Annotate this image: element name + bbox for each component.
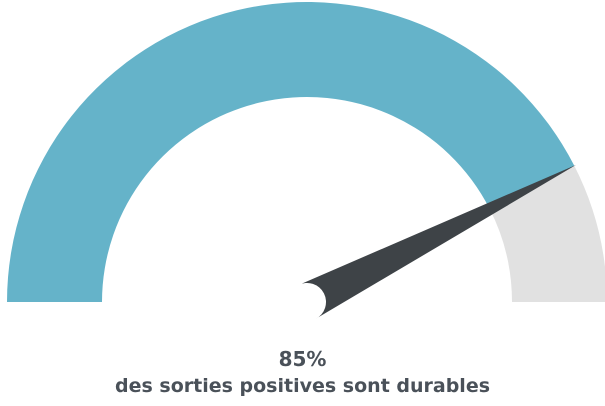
gauge-needle xyxy=(298,164,577,319)
gauge-remaining-arc xyxy=(489,165,605,302)
gauge-chart xyxy=(7,1,605,319)
gauge-filled-arc xyxy=(7,1,575,302)
gauge-caption: des sorties positives sont durables xyxy=(114,375,491,397)
gauge-value-label: 85% xyxy=(278,347,327,371)
